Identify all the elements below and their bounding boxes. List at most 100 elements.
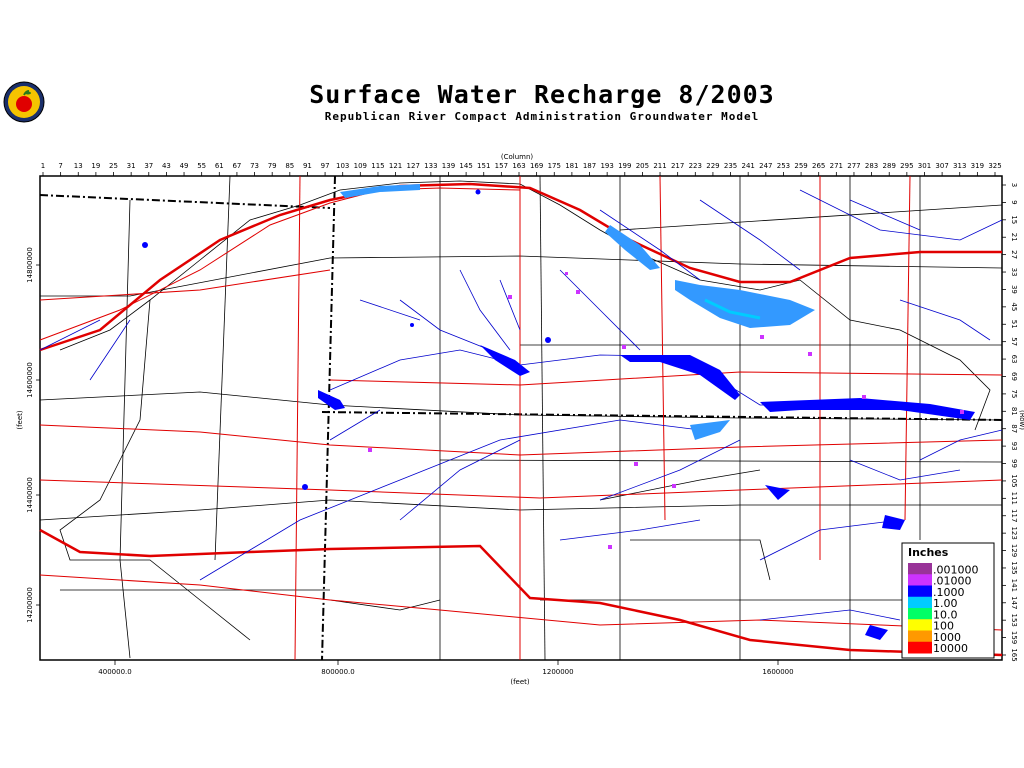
row-tick-label: 75 xyxy=(1010,389,1018,398)
row-tick-label: 39 xyxy=(1010,285,1018,294)
column-tick-label: 91 xyxy=(303,162,312,170)
recharge-area xyxy=(622,345,626,349)
column-tick-label: 67 xyxy=(232,162,241,170)
legend-swatch xyxy=(908,630,932,643)
recharge-area xyxy=(882,515,905,530)
row-tick-label: 45 xyxy=(1010,302,1018,311)
column-axis-label: (Column) xyxy=(501,153,534,161)
column-tick-label: 157 xyxy=(495,162,508,170)
recharge-area xyxy=(760,398,975,420)
row-tick-label: 123 xyxy=(1010,526,1018,539)
x-tick-label: 800000.0 xyxy=(321,668,354,676)
legend-label: .01000 xyxy=(933,575,972,588)
legend-swatch xyxy=(908,585,932,598)
column-tick-label: 139 xyxy=(442,162,455,170)
legend-label: 10000 xyxy=(933,642,968,655)
column-tick-label: 295 xyxy=(900,162,913,170)
basin-boundary xyxy=(59,180,991,641)
recharge-area xyxy=(565,272,568,275)
recharge-area xyxy=(634,462,638,466)
recharge-area xyxy=(318,390,345,410)
row-tick-label: 93 xyxy=(1010,442,1018,451)
recharge-area xyxy=(368,448,372,452)
y-tick-label: 14200000 xyxy=(26,587,34,623)
row-tick-label: 147 xyxy=(1010,596,1018,609)
legend-label: 100 xyxy=(933,620,954,633)
column-tick-label: 121 xyxy=(389,162,402,170)
recharge-area xyxy=(340,184,420,198)
map-frame xyxy=(39,175,1003,661)
legend: Inches .001000.01000.10001.0010.01001000… xyxy=(901,542,995,659)
legend-label: 1000 xyxy=(933,631,961,644)
row-tick-label: 33 xyxy=(1010,268,1018,277)
y-tick-label: 14600000 xyxy=(26,362,34,398)
column-tick-label: 223 xyxy=(689,162,702,170)
column-tick-label: 97 xyxy=(321,162,330,170)
column-tick-label: 133 xyxy=(424,162,437,170)
column-tick-label: 49 xyxy=(180,162,189,170)
column-tick-label: 229 xyxy=(706,162,719,170)
row-tick-label: 3 xyxy=(1010,183,1018,187)
row-tick-label: 81 xyxy=(1010,407,1018,416)
x-tick-label: 1600000 xyxy=(762,668,793,676)
column-tick-label: 205 xyxy=(636,162,649,170)
y-ticks: 14800000 14600000 14400000 14200000 (feet) xyxy=(16,247,40,623)
row-tick-label: 129 xyxy=(1010,544,1018,557)
column-tick-label: 217 xyxy=(671,162,684,170)
column-tick-label: 325 xyxy=(988,162,1001,170)
column-tick-label: 211 xyxy=(653,162,666,170)
column-tick-label: 283 xyxy=(865,162,878,170)
column-tick-label: 241 xyxy=(741,162,754,170)
state-boundary xyxy=(39,175,1003,661)
column-tick-label: 265 xyxy=(812,162,825,170)
agency-logo-icon xyxy=(2,80,46,124)
column-tick-label: 13 xyxy=(74,162,83,170)
column-tick-label: 307 xyxy=(935,162,948,170)
column-tick-label: 235 xyxy=(724,162,737,170)
column-tick-label: 289 xyxy=(883,162,896,170)
column-tick-label: 175 xyxy=(548,162,561,170)
column-tick-label: 25 xyxy=(109,162,118,170)
recharge-area xyxy=(690,420,730,440)
column-tick-label: 181 xyxy=(565,162,578,170)
map-title: Surface Water Recharge 8/2003 xyxy=(309,80,775,109)
column-tick-label: 79 xyxy=(268,162,277,170)
column-ticks: 1 7 13 19 25 31 37 43 49 55 61 67 73 79 85 91 97 103 109 11… xyxy=(41,153,1002,176)
column-tick-label: 301 xyxy=(918,162,931,170)
y-tick-label: 14800000 xyxy=(26,247,34,283)
column-tick-label: 163 xyxy=(512,162,525,170)
recharge-area xyxy=(808,352,812,356)
recharge-area xyxy=(605,225,660,270)
legend-swatch xyxy=(908,608,932,620)
row-tick-label: 153 xyxy=(1010,613,1018,626)
row-tick-label: 105 xyxy=(1010,474,1018,487)
column-tick-label: 1 xyxy=(41,162,45,170)
column-tick-label: 313 xyxy=(953,162,966,170)
y-axis-label: (feet) xyxy=(16,410,24,430)
recharge-area xyxy=(480,345,530,376)
column-tick-label: 151 xyxy=(477,162,490,170)
column-tick-label: 55 xyxy=(197,162,206,170)
recharge-area xyxy=(760,335,764,339)
column-tick-label: 199 xyxy=(618,162,631,170)
legend-label: 1.00 xyxy=(933,597,958,610)
row-tick-label: 159 xyxy=(1010,631,1018,644)
column-tick-label: 61 xyxy=(215,162,224,170)
recharge-area xyxy=(960,410,964,414)
row-tick-label: 21 xyxy=(1010,233,1018,242)
legend-swatch xyxy=(908,641,932,654)
recharge-area xyxy=(545,337,551,343)
x-ticks: 400000.0 800000.0 1200000 1600000 (feet) xyxy=(98,660,794,686)
column-tick-label: 115 xyxy=(371,162,384,170)
x-axis-label: (feet) xyxy=(510,678,530,686)
recharge-area xyxy=(302,484,308,490)
map-subtitle: Republican River Compact Administration … xyxy=(324,110,760,123)
recharge-area xyxy=(620,355,740,400)
row-ticks: 3915212733394551576369758187939910511111… xyxy=(1002,183,1024,662)
roads xyxy=(39,175,1003,661)
column-tick-label: 169 xyxy=(530,162,543,170)
row-tick-label: 63 xyxy=(1010,355,1018,364)
column-tick-label: 145 xyxy=(459,162,472,170)
column-tick-label: 19 xyxy=(91,162,100,170)
